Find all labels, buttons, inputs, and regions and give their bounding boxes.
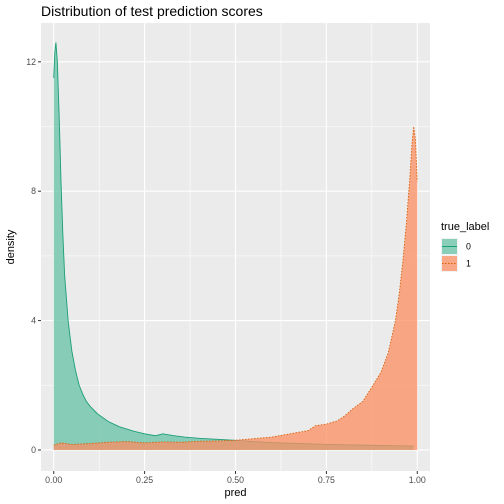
density-line-1 (53, 126, 418, 446)
chart-title: Distribution of test prediction scores (41, 3, 263, 19)
y-tick-label: 8 (31, 186, 36, 196)
x-tick-label: 0.50 (227, 475, 244, 485)
legend-label-1: 1 (466, 259, 471, 269)
x-axis: 0.00 0.25 0.50 0.75 1.00 (45, 471, 426, 485)
x-tick-label: 1.00 (409, 475, 426, 485)
x-tick-label: 0.25 (136, 475, 153, 485)
density-area-1 (53, 126, 418, 450)
y-tick-label: 0 (31, 445, 36, 455)
density-area-0 (53, 42, 414, 450)
x-axis-title: pred (224, 487, 246, 499)
legend: true_label 0 1 (441, 221, 489, 272)
legend-title: true_label (441, 221, 489, 233)
y-axis: 0 4 8 12 (26, 57, 41, 455)
y-tick-label: 12 (26, 57, 36, 67)
y-tick-label: 4 (31, 316, 36, 326)
x-tick-label: 0.00 (45, 475, 62, 485)
legend-label-0: 0 (466, 242, 471, 252)
x-tick-label: 0.75 (318, 475, 335, 485)
y-axis-title: density (5, 229, 17, 264)
density-areas (53, 42, 418, 450)
